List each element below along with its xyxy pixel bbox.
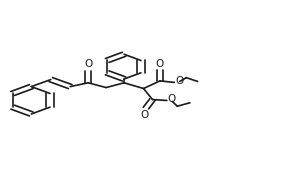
Text: O: O (176, 76, 184, 86)
Text: O: O (168, 94, 176, 104)
Text: O: O (140, 110, 148, 120)
Text: O: O (84, 59, 92, 69)
Text: O: O (156, 58, 164, 69)
